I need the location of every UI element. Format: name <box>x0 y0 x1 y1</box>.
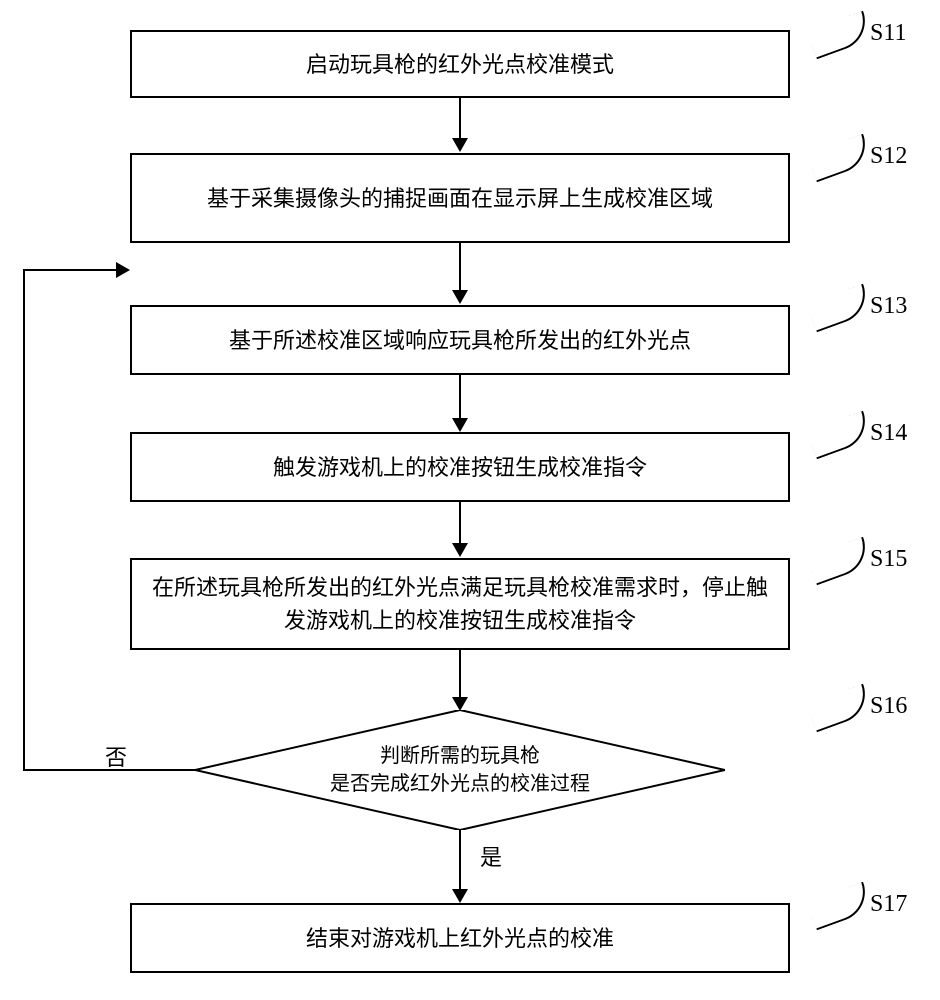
step-label-s16: S16 <box>870 693 907 720</box>
process-box-s12: 基于采集摄像头的捕捉画面在显示屏上生成校准区域 <box>130 153 790 243</box>
process-text: 触发游戏机上的校准按钮生成校准指令 <box>273 451 647 484</box>
arrow-icon <box>452 290 468 304</box>
process-text: 基于所述校准区域响应玩具枪所发出的红外光点 <box>229 324 691 357</box>
arrow-icon <box>452 697 468 711</box>
arrow-icon <box>452 543 468 557</box>
decision-text: 判断所需的玩具枪 是否完成红外光点的校准过程 <box>330 742 590 798</box>
step-label-s14: S14 <box>870 420 907 447</box>
step-label-s12: S12 <box>870 143 907 170</box>
process-box-s17: 结束对游戏机上红外光点的校准 <box>130 903 790 973</box>
process-text: 启动玩具枪的红外光点校准模式 <box>306 48 614 81</box>
step-label-s13: S13 <box>870 293 907 320</box>
connector <box>23 269 25 771</box>
connector <box>459 650 461 698</box>
arrow-icon <box>452 138 468 152</box>
connector <box>459 830 461 890</box>
edge-label-yes: 是 <box>480 840 502 872</box>
label-curve <box>807 134 874 183</box>
process-text: 基于采集摄像头的捕捉画面在显示屏上生成校准区域 <box>207 182 713 215</box>
process-text: 在所述玩具枪所发出的红外光点满足玩具枪校准需求时，停止触发游戏机上的校准按钮生成… <box>148 571 772 637</box>
connector <box>459 502 461 544</box>
arrow-icon <box>452 418 468 432</box>
label-curve <box>807 411 874 460</box>
process-text: 结束对游戏机上红外光点的校准 <box>306 922 614 955</box>
label-curve <box>807 284 874 333</box>
connector <box>459 375 461 419</box>
label-curve <box>807 684 874 733</box>
step-label-s11: S11 <box>870 20 906 47</box>
process-box-s14: 触发游戏机上的校准按钮生成校准指令 <box>130 432 790 502</box>
label-curve <box>807 537 874 586</box>
connector <box>459 98 461 140</box>
arrow-icon <box>116 262 130 278</box>
connector <box>459 243 461 291</box>
decision-box-s16: 判断所需的玩具枪 是否完成红外光点的校准过程 <box>195 710 725 830</box>
label-curve <box>807 11 874 60</box>
step-label-s17: S17 <box>870 891 907 918</box>
edge-label-no: 否 <box>105 740 127 772</box>
process-box-s15: 在所述玩具枪所发出的红外光点满足玩具枪校准需求时，停止触发游戏机上的校准按钮生成… <box>130 558 790 650</box>
label-curve <box>807 882 874 931</box>
process-box-s11: 启动玩具枪的红外光点校准模式 <box>130 30 790 98</box>
process-box-s13: 基于所述校准区域响应玩具枪所发出的红外光点 <box>130 305 790 375</box>
arrow-icon <box>452 889 468 903</box>
step-label-s15: S15 <box>870 546 907 573</box>
connector <box>23 269 118 271</box>
